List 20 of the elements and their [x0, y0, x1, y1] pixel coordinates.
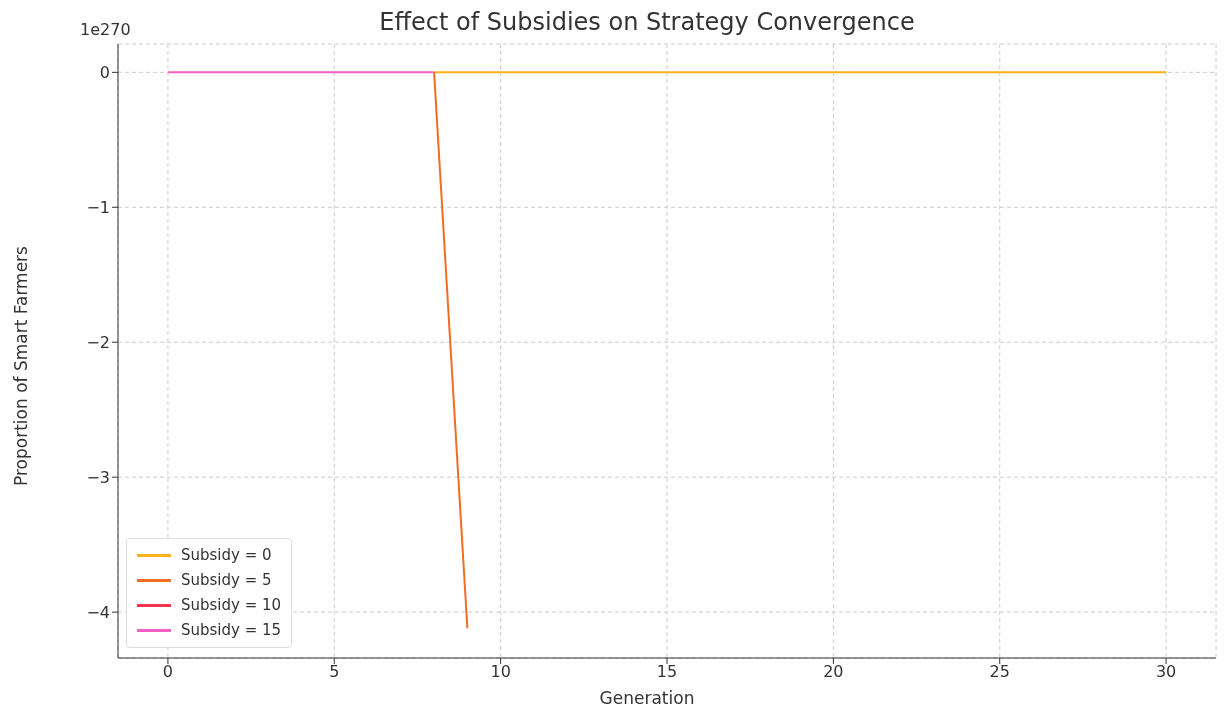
legend-label: Subsidy = 10 — [181, 595, 282, 616]
x-tick-label: 15 — [656, 662, 678, 682]
y-axis-title: Proportion of Smart Farmers — [11, 246, 31, 486]
legend-label: Subsidy = 5 — [181, 570, 272, 591]
y-tick-label: 0 — [99, 63, 110, 83]
x-tick-label: 25 — [989, 662, 1010, 682]
legend-label: Subsidy = 0 — [181, 545, 272, 566]
text: 1e270 — [80, 20, 131, 39]
x-tick-label: 10 — [490, 662, 511, 682]
legend-label: Subsidy = 15 — [181, 620, 282, 641]
x-tick-label: 0 — [162, 662, 173, 682]
y-tick-label: −1 — [86, 197, 110, 217]
y-tick-label: −4 — [86, 602, 110, 622]
x-tick-label: 30 — [1155, 662, 1177, 682]
x-tick-label: 5 — [329, 662, 340, 682]
x-tick-label: 20 — [823, 662, 844, 682]
x-axis-title: Generation — [598, 688, 696, 708]
y-tick-label: −2 — [86, 332, 110, 352]
chart-title: Effect of Subsidies on Strategy Convergence — [379, 8, 915, 36]
y-tick-label: −3 — [86, 467, 110, 487]
